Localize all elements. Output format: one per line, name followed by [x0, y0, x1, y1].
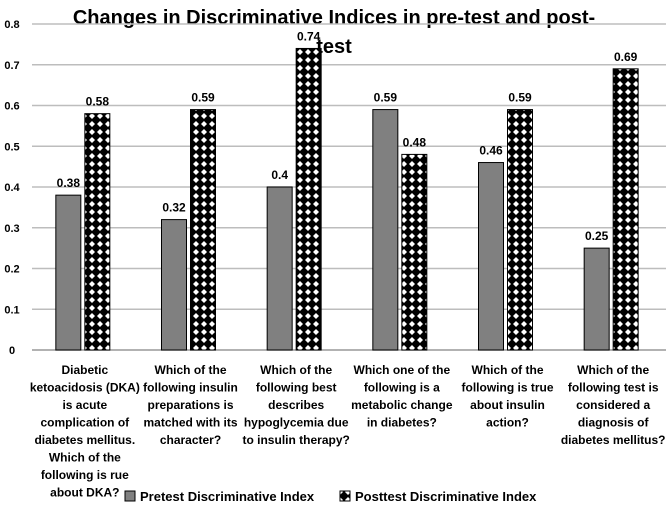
data-label: 0.48	[403, 135, 427, 149]
chart-title: test	[316, 36, 352, 58]
pretest-bar	[583, 247, 610, 351]
y-tick-label: 0.6	[4, 101, 19, 113]
data-label: 0.58	[86, 95, 110, 109]
y-tick-label: 0.2	[4, 264, 19, 276]
x-category-label: to insulin therapy?	[242, 433, 349, 447]
y-tick-label: 0.1	[4, 304, 19, 316]
y-tick-label: 0.4	[4, 182, 20, 194]
data-label: 0.59	[374, 91, 398, 105]
x-category-label: complication of	[40, 416, 130, 430]
data-label: 0.46	[479, 144, 503, 158]
y-tick-label: 0	[9, 345, 15, 357]
x-category-label: diagnosis of	[578, 416, 650, 430]
x-category-label: preparations is	[147, 398, 233, 412]
legend-label-pretest: Pretest Discriminative Index	[140, 489, 315, 504]
x-category-label: following insulin	[143, 381, 238, 395]
legend-swatch-pretest	[124, 490, 136, 502]
x-category-label: following is rue	[41, 468, 129, 482]
x-category-label: about insulin	[470, 398, 545, 412]
x-category-label: Diabetic	[61, 363, 108, 377]
x-category-label: following test is	[568, 381, 659, 395]
x-category-label: ketoacidosis (DKA)	[30, 381, 140, 395]
legend-label-posttest: Posttest Discriminative Index	[355, 489, 537, 504]
x-category-label: following best	[256, 381, 337, 395]
data-label: 0.32	[162, 201, 186, 215]
x-category-label: describes	[268, 398, 324, 412]
pretest-bar	[55, 194, 82, 351]
x-category-label: considered a	[576, 398, 650, 412]
x-category-label: character?	[160, 433, 221, 447]
x-category-label: about DKA?	[50, 486, 119, 500]
posttest-bar	[84, 113, 111, 351]
y-tick-label: 0.3	[4, 223, 19, 235]
data-label: 0.25	[585, 229, 609, 243]
data-label: 0.38	[57, 176, 81, 190]
data-label: 0.4	[271, 168, 288, 182]
chart-title: Changes in Discriminative Indices in pre…	[73, 7, 595, 29]
x-category-label: hypoglycemia due	[244, 416, 349, 430]
posttest-bar	[190, 109, 216, 351]
data-label: 0.74	[297, 29, 321, 43]
x-category-label: matched with its	[143, 416, 237, 430]
data-label: 0.59	[191, 91, 215, 105]
x-category-label: Which of the	[472, 363, 544, 377]
pretest-bar	[372, 109, 399, 351]
y-tick-label: 0.5	[4, 141, 19, 153]
posttest-bar	[507, 109, 533, 351]
data-label: 0.59	[508, 91, 532, 105]
x-category-label: following is true	[462, 381, 554, 395]
x-category-label: metabolic change	[351, 398, 453, 412]
x-category-label: Which of the	[577, 363, 649, 377]
pretest-bar	[478, 162, 504, 351]
x-category-label: diabetes mellitus?	[561, 433, 666, 447]
x-category-label: following is a	[364, 381, 440, 395]
x-category-label: action?	[486, 416, 529, 430]
x-category-label: Which of the	[260, 363, 332, 377]
pretest-bar	[266, 186, 293, 351]
x-category-label: Which of the	[155, 363, 227, 377]
posttest-bar	[295, 47, 322, 351]
x-category-label: in diabetes?	[367, 416, 437, 430]
posttest-bar	[612, 68, 639, 351]
x-category-label: is acute	[62, 398, 107, 412]
data-label: 0.69	[614, 50, 638, 64]
y-tick-label: 0.8	[4, 19, 19, 31]
x-category-label: Which one of the	[354, 363, 451, 377]
y-tick-label: 0.7	[4, 60, 19, 72]
pretest-bar	[161, 219, 187, 351]
legend-swatch-posttest	[339, 490, 351, 502]
x-category-label: diabetes mellitus.	[34, 433, 135, 447]
x-category-label: Which of the	[49, 451, 121, 465]
posttest-bar	[401, 153, 428, 351]
